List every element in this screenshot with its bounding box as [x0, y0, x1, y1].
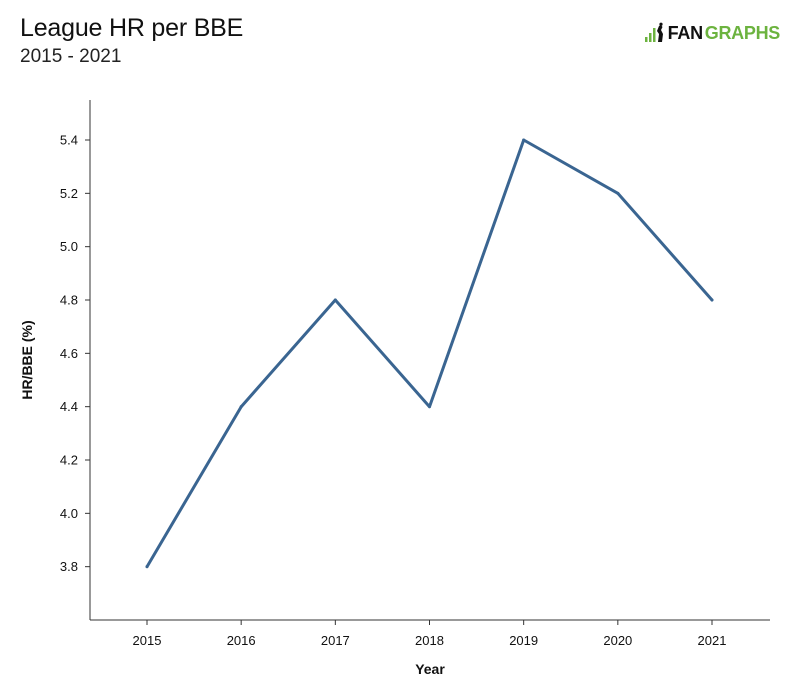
x-tick-label: 2019: [509, 633, 538, 648]
x-tick-label: 2015: [133, 633, 162, 648]
brand-name-graphs: GRAPHS: [704, 22, 781, 43]
y-tick-label: 4.4: [60, 399, 78, 414]
data-point: [333, 298, 337, 302]
y-axis-ticks: 3.8 4.0 4.2 4.4 4.6 4.8 5.0 5.2 5.4: [60, 133, 90, 574]
x-tick-label: 2021: [698, 633, 727, 648]
data-point: [710, 298, 714, 302]
x-tick-label: 2016: [227, 633, 256, 648]
chart-title: League HR per BBE: [20, 14, 244, 42]
x-tick-label: 2018: [415, 633, 444, 648]
x-tick-label: 2017: [321, 633, 350, 648]
y-tick-label: 5.0: [60, 239, 78, 254]
data-point: [616, 191, 620, 195]
chart-axes: [89, 100, 770, 621]
y-axis-title: HR/BBE (%): [19, 320, 35, 399]
data-point: [522, 138, 526, 142]
data-point: [428, 405, 431, 409]
y-tick-label: 5.2: [60, 186, 78, 201]
fangraphs-logo-icon: [644, 22, 663, 42]
data-point: [239, 405, 243, 409]
y-tick-label: 4.2: [60, 453, 78, 468]
y-tick-label: 4.0: [60, 506, 78, 521]
fangraphs-logo: FAN GRAPHS: [644, 22, 780, 44]
x-axis-title: Year: [415, 661, 445, 677]
x-axis-ticks: 2015 2016 2017 2018 2019 2020 2021: [133, 620, 727, 648]
y-tick-label: 4.6: [60, 346, 78, 361]
chart-subtitle: 2015 - 2021: [20, 46, 122, 67]
brand-name-fan: FAN: [667, 22, 703, 43]
y-tick-label: 5.4: [60, 133, 78, 148]
y-tick-label: 3.8: [60, 559, 78, 574]
x-tick-label: 2020: [603, 633, 632, 648]
series-line: [145, 138, 714, 569]
y-tick-label: 4.8: [60, 293, 78, 308]
chart-series: [145, 138, 714, 569]
data-point: [145, 565, 149, 569]
